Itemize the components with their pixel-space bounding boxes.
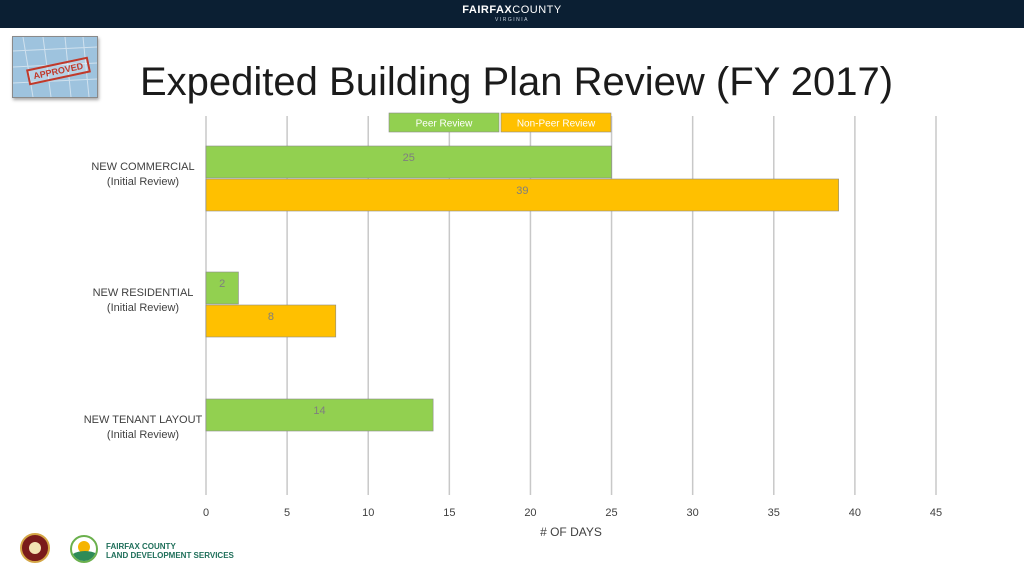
approved-stamp-image: APPROVED [12, 36, 98, 98]
lds-logo-icon [70, 535, 98, 563]
legend-swatch-non-peer-review [500, 112, 612, 133]
x-tick-label: 15 [443, 507, 455, 519]
lds-wordmark: FAIRFAX COUNTY LAND DEVELOPMENT SERVICES [106, 542, 234, 560]
county-seal-icon [20, 533, 50, 563]
legend-label: Non-Peer Review [517, 119, 596, 130]
data-label: 39 [516, 185, 528, 197]
header-bar: FAIRFAXCOUNTY VIRGINIA [0, 0, 1024, 28]
data-label: 2 [219, 278, 225, 290]
bar-peer-review [205, 271, 239, 305]
x-tick-label: 20 [524, 507, 536, 519]
county-name-rest: COUNTY [512, 4, 562, 16]
x-tick-label: 30 [687, 507, 699, 519]
x-tick-label: 10 [362, 507, 374, 519]
x-tick-label: 0 [203, 507, 209, 519]
lds-line-2: LAND DEVELOPMENT SERVICES [106, 551, 234, 560]
county-name-bold: FAIRFAX [462, 4, 513, 16]
bar-peer-review [205, 145, 612, 179]
x-tick-label: 35 [768, 507, 780, 519]
data-label: 8 [268, 311, 274, 323]
category-sublabel: (Initial Review) [107, 429, 179, 441]
lds-line-1: FAIRFAX COUNTY [106, 542, 176, 551]
bar-non-peer-review [205, 304, 337, 338]
category-label: NEW TENANT LAYOUT [84, 414, 203, 426]
fairfax-county-logo: FAIRFAXCOUNTY VIRGINIA [440, 4, 584, 24]
county-state: VIRGINIA [495, 17, 529, 23]
data-label: 25 [403, 152, 415, 164]
x-tick-label: 5 [284, 507, 290, 519]
data-label: 14 [313, 405, 325, 417]
legend-swatch-peer-review [388, 112, 500, 133]
category-sublabel: (Initial Review) [107, 176, 179, 188]
bar-peer-review [205, 398, 434, 432]
x-tick-label: 40 [849, 507, 861, 519]
x-tick-label: 45 [930, 507, 942, 519]
x-tick-label: 25 [605, 507, 617, 519]
x-axis-title: # OF DAYS [540, 525, 602, 539]
category-label: NEW RESIDENTIAL [93, 287, 194, 299]
legend-label: Peer Review [416, 119, 473, 130]
category-label: NEW COMMERCIAL [91, 161, 194, 173]
bar-non-peer-review [205, 178, 839, 212]
slide-title: Expedited Building Plan Review (FY 2017) [140, 60, 894, 104]
blueprint-grid-icon [13, 37, 97, 97]
category-sublabel: (Initial Review) [107, 302, 179, 314]
